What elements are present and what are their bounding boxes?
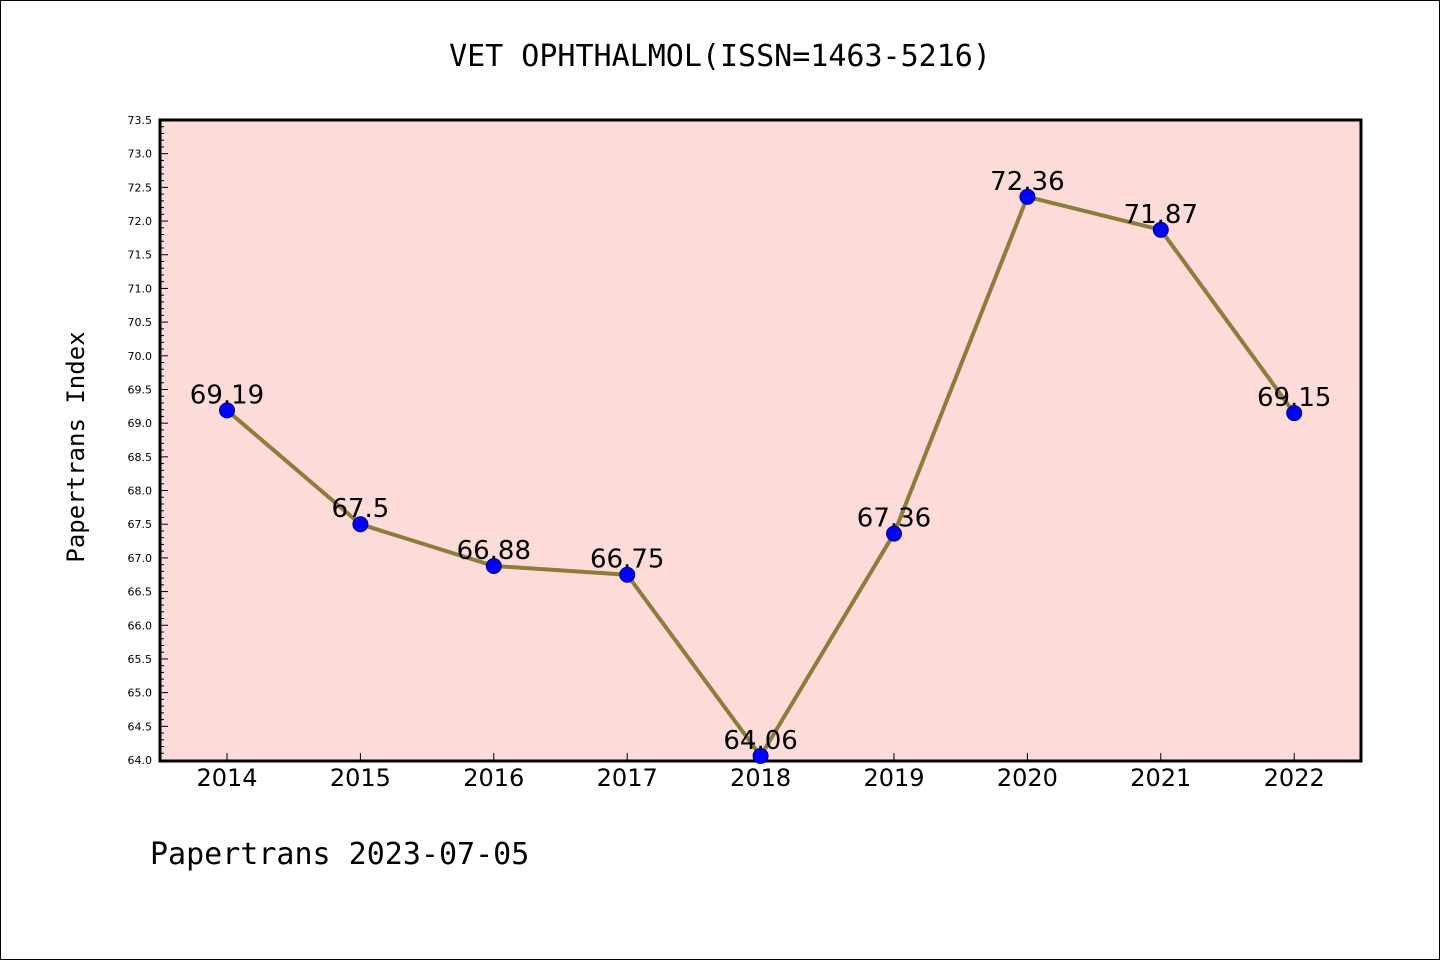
y-tick-label: 71.0: [128, 282, 153, 295]
data-point: [485, 557, 502, 574]
data-label: 71.87: [1124, 200, 1198, 230]
y-tick-label: 65.0: [128, 687, 153, 700]
data-label: 66.75: [590, 545, 664, 575]
y-tick-label: 72.0: [128, 215, 153, 228]
data-label: 67.5: [331, 494, 389, 524]
data-point: [1152, 221, 1169, 238]
series-papertrans-index: [219, 188, 1303, 764]
data-point: [219, 402, 235, 419]
y-tick-label: 73.0: [128, 148, 153, 161]
y-tick-label: 66.0: [128, 619, 153, 632]
y-tick-label: 70.5: [128, 316, 153, 329]
chart-title: VET OPHTHALMOL(ISSN=1463-5216): [449, 39, 991, 74]
x-tick-label: 2015: [330, 764, 391, 792]
y-tick-label: 65.5: [128, 653, 153, 666]
data-point: [752, 747, 769, 764]
y-tick-label: 72.5: [128, 181, 153, 194]
data-point: [352, 516, 369, 533]
data-point: [619, 566, 636, 583]
data-label: 69.19: [190, 380, 264, 410]
x-tick-label: 2016: [463, 764, 524, 792]
y-tick-label: 68.5: [128, 451, 153, 464]
y-tick-label: 68.0: [128, 485, 153, 498]
data-point: [1286, 405, 1303, 422]
y-tick-label: 64.5: [128, 720, 153, 733]
y-tick-label: 70.0: [128, 350, 153, 363]
y-tick-label: 67.5: [128, 518, 153, 531]
y-tick-label: 73.5: [128, 114, 153, 127]
y-tick-label: 71.5: [128, 249, 153, 262]
x-tick-label: 2019: [863, 764, 924, 792]
x-tick-label: 2020: [997, 764, 1058, 792]
x-tick-label: 2014: [196, 764, 257, 792]
data-label: 64.06: [723, 726, 797, 756]
x-tick-label: 2018: [730, 764, 791, 792]
data-point: [1019, 188, 1036, 205]
y-tick-label: 66.5: [128, 586, 153, 599]
data-labels: 69.19 67.5 66.88 66.75 64.06 67.36 72.36 71.87 6…: [190, 167, 1332, 756]
data-label: 72.36: [990, 167, 1064, 197]
y-tick-label: 67.0: [128, 552, 153, 565]
data-label: 66.88: [457, 536, 531, 566]
x-axis: 2014 2015 2016 2017 2018 2019 2020 2021 2022: [196, 753, 1325, 792]
data-label: 67.36: [857, 504, 931, 534]
x-tick-label: 2022: [1264, 764, 1325, 792]
y-axis-label: Papertrans Index: [62, 331, 90, 562]
y-tick-label: 64.0: [128, 754, 153, 767]
x-tick-label: 2017: [597, 764, 658, 792]
data-point: [886, 525, 902, 542]
y-tick-label: 69.5: [128, 383, 153, 396]
x-tick-label: 2021: [1130, 764, 1191, 792]
y-axis: 64.0 64.5 65.0 65.5 66.0 66.5 67.0 67.5 68.0 68.5…: [128, 114, 168, 767]
data-label: 69.15: [1257, 383, 1331, 413]
y-tick-label: 69.0: [128, 417, 153, 430]
footer-text: Papertrans 2023-07-05: [150, 837, 529, 872]
